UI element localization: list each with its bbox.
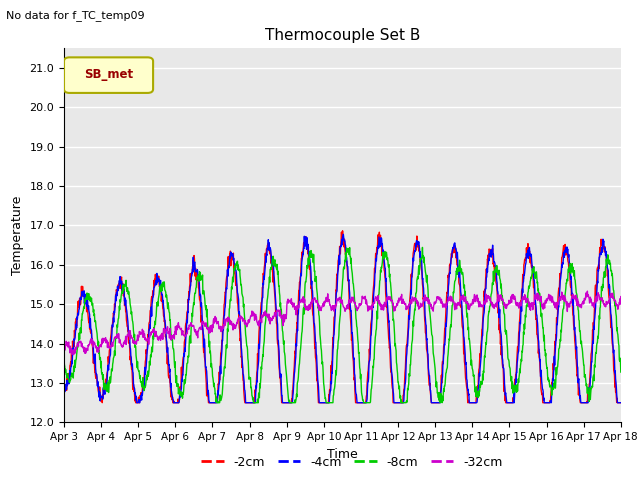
- -2cm: [378, 243, 385, 249]
- Legend: -2cm, -4cm, -8cm, -32cm: -2cm, -4cm, -8cm, -32cm: [196, 451, 508, 474]
- Y-axis label: Temperature: Temperature: [11, 195, 24, 275]
- X-axis label: Time: Time: [327, 448, 358, 461]
- -32cm: [297, 298, 305, 304]
- -4cm: [297, 274, 305, 279]
- -2cm: [99, 400, 106, 406]
- -2cm: [126, 357, 134, 363]
- -4cm: [339, 231, 347, 237]
- FancyBboxPatch shape: [64, 58, 153, 93]
- -8cm: [318, 361, 326, 367]
- -32cm: [318, 303, 326, 309]
- -2cm: [104, 369, 111, 374]
- -2cm: [339, 228, 346, 234]
- -2cm: [297, 273, 305, 279]
- -4cm: [133, 400, 141, 406]
- -4cm: [103, 378, 111, 384]
- Text: SB_met: SB_met: [84, 69, 133, 82]
- -4cm: [308, 287, 316, 293]
- -4cm: [378, 236, 385, 241]
- -4cm: [617, 400, 625, 406]
- -32cm: [308, 300, 316, 306]
- -4cm: [126, 336, 134, 342]
- -8cm: [308, 252, 316, 258]
- -4cm: [60, 383, 68, 389]
- -32cm: [617, 294, 625, 300]
- -8cm: [213, 400, 221, 406]
- -8cm: [126, 296, 134, 301]
- -32cm: [104, 345, 111, 350]
- -32cm: [584, 288, 591, 294]
- -2cm: [617, 400, 625, 406]
- -2cm: [308, 299, 316, 305]
- -8cm: [297, 346, 305, 352]
- -32cm: [70, 352, 77, 358]
- -8cm: [378, 264, 385, 270]
- Line: -2cm: -2cm: [64, 231, 621, 403]
- -8cm: [103, 389, 111, 395]
- -8cm: [60, 355, 68, 360]
- -32cm: [60, 344, 68, 350]
- -32cm: [126, 328, 134, 334]
- -2cm: [60, 377, 68, 383]
- Line: -8cm: -8cm: [64, 247, 621, 403]
- -8cm: [617, 369, 625, 375]
- -8cm: [419, 244, 426, 250]
- -4cm: [318, 400, 326, 406]
- -32cm: [378, 307, 385, 312]
- -2cm: [318, 400, 326, 406]
- Line: -32cm: -32cm: [64, 291, 621, 355]
- Title: Thermocouple Set B: Thermocouple Set B: [265, 28, 420, 43]
- Text: No data for f_TC_temp09: No data for f_TC_temp09: [6, 10, 145, 21]
- Line: -4cm: -4cm: [64, 234, 621, 403]
